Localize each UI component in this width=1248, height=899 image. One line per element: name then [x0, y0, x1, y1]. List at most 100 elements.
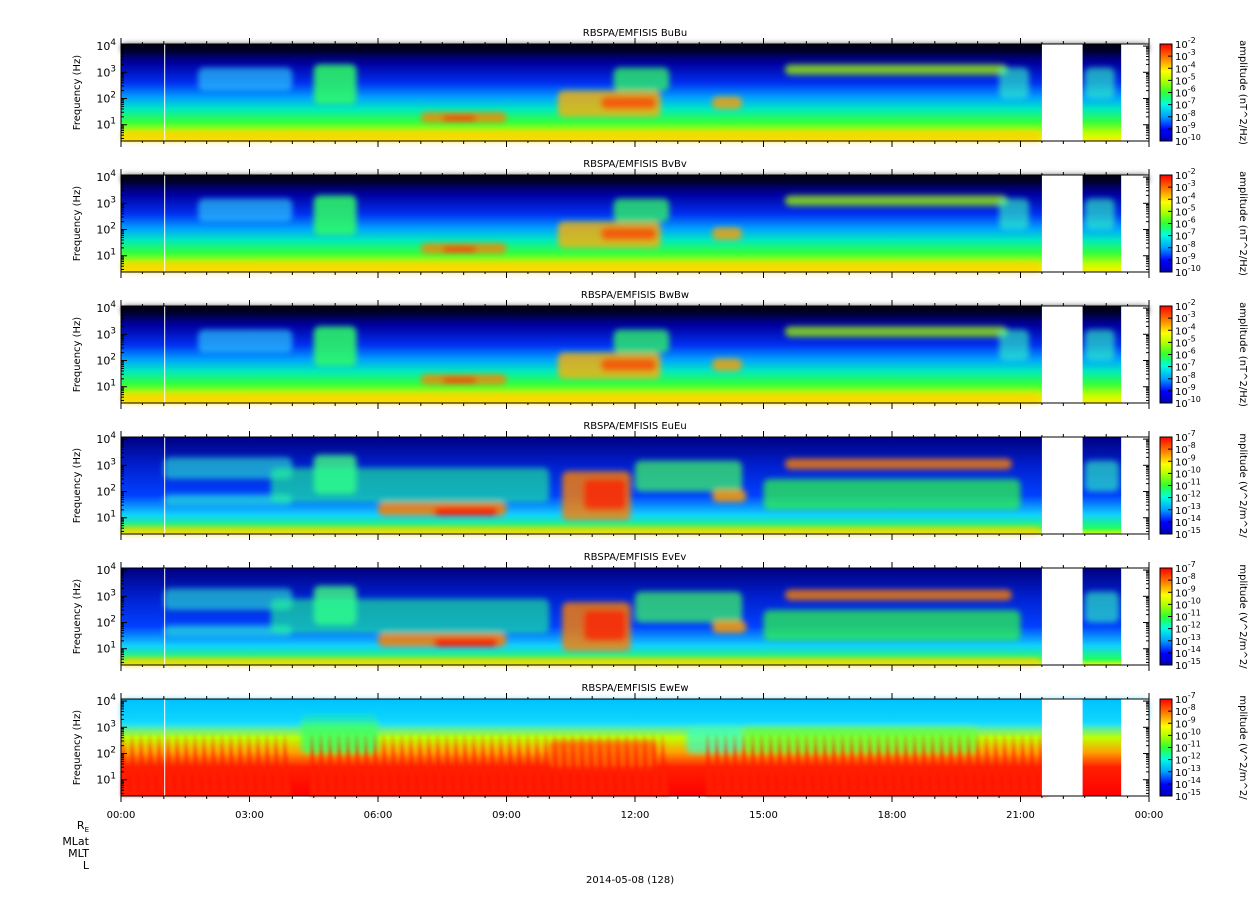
colorbar-tick-label: 10-14 [1175, 776, 1201, 791]
colorbar-tick-label: 10-4 [1175, 191, 1196, 206]
colorbar-tick-label: 10-8 [1175, 240, 1196, 255]
data-gap-1 [1041, 437, 1083, 534]
colorbar-tick-label: 10-14 [1175, 645, 1201, 660]
x-ticks [120, 431, 1150, 540]
data-gap-1 [1041, 44, 1083, 141]
y-tick-label: 101 [96, 772, 116, 787]
emission-feature [198, 329, 293, 353]
colorbar-tick-label: 10-13 [1175, 633, 1201, 648]
y-tick-label: 101 [96, 117, 116, 132]
y-tick-label: 104 [96, 562, 116, 577]
y-tick-label: 102 [96, 615, 116, 630]
y-axis: 101 102 103 104 Frequency (Hz) [72, 169, 1149, 270]
y-tick-label: 103 [96, 457, 116, 472]
colorbar-tick-label: 10-4 [1175, 322, 1196, 337]
y-axis-label: Frequency (Hz) [72, 55, 83, 131]
panel-title: RBSPA/EMFISIS EvEv [584, 552, 687, 563]
emission-feature [121, 306, 1149, 314]
spectrogram-image [121, 699, 1149, 796]
colorbar-tick-label: 10-7 [1175, 359, 1196, 374]
y-axis: 101 102 103 104 Frequency (Hz) [72, 431, 1149, 532]
x-tick-label: 00:00 [107, 810, 136, 821]
x-tick-label: 21:00 [1006, 810, 1035, 821]
colorbar-tick-label: 10-3 [1175, 48, 1196, 63]
emission-feature [121, 392, 1042, 403]
data-gap-2 [1121, 175, 1149, 272]
emission-feature [1084, 198, 1115, 230]
y-tick-label: 102 [96, 222, 116, 237]
y-tick-label: 103 [96, 326, 116, 341]
panel-title: RBSPA/EMFISIS EwEw [581, 683, 688, 694]
emission-feature [613, 198, 670, 222]
colorbar-tick-label: 10-13 [1175, 502, 1201, 517]
y-tick-label: 101 [96, 510, 116, 525]
colorbar: 10-710-810-910-1010-1110-1210-1310-1410-… [1159, 560, 1248, 672]
spectrogram-panel-3: RBSPA/EMFISIS BwBw 101 102 103 104 Frequency … [72, 290, 1248, 410]
emission-feature [433, 638, 498, 647]
y-axis-label: Frequency (Hz) [72, 710, 83, 786]
colorbar-tick-label: 10-5 [1175, 203, 1196, 218]
emission-feature [600, 358, 657, 371]
emission-feature [1084, 460, 1120, 492]
emission-feature [635, 591, 743, 623]
colorbar-label: amplitude (nT^2/Hz) [1237, 171, 1248, 276]
y-tick-label: 104 [96, 431, 116, 446]
emission-feature [433, 507, 498, 516]
emission-features [121, 699, 1149, 768]
y-tick-label: 102 [96, 353, 116, 368]
colorbar-tick-label: 10-6 [1175, 347, 1196, 362]
y-axis-label: Frequency (Hz) [72, 317, 83, 393]
colorbar-label: amplitude (nT^2/Hz) [1237, 40, 1248, 145]
date-label: 2014-05-08 (128) [586, 875, 675, 886]
panel-title: RBSPA/EMFISIS BuBu [583, 28, 687, 39]
data-gap-1 [1041, 699, 1083, 796]
colorbar-tick-label: 10-3 [1175, 179, 1196, 194]
emission-feature [121, 175, 1149, 183]
emission-feature [442, 115, 477, 121]
panel-title: RBSPA/EMFISIS EuEu [583, 421, 686, 432]
emission-feature [784, 589, 1012, 601]
spectrogram-image [121, 306, 1149, 403]
emission-feature [999, 67, 1030, 99]
colorbar: 10-710-810-910-1010-1110-1210-1310-1410-… [1159, 429, 1248, 541]
colorbar-tick-label: 10-3 [1175, 310, 1196, 325]
y-tick-label: 101 [96, 641, 116, 656]
emission-feature [163, 625, 293, 637]
emission-feature [635, 460, 743, 492]
y-tick-label: 102 [96, 746, 116, 761]
emission-feature [583, 479, 627, 510]
y-axis: 101 102 103 104 Frequency (Hz) [72, 300, 1149, 401]
colorbar-tick-label: 10-8 [1175, 441, 1196, 456]
colorbar-label: amplitude (nT^2/Hz) [1237, 302, 1248, 407]
y-tick-label: 101 [96, 248, 116, 263]
emission-feature [712, 358, 743, 371]
emission-feature [712, 96, 743, 109]
ephemeris-labels: RE MLat MLT L [29, 820, 89, 872]
y-axis-label: Frequency (Hz) [72, 579, 83, 655]
colorbar-tick-label: 10-10 [1175, 727, 1201, 742]
colorbar-label: mplitude (V^2/m^2/ [1237, 433, 1248, 538]
emission-features [121, 306, 1149, 403]
colorbar-tick-label: 10-7 [1175, 560, 1196, 575]
emission-feature [163, 588, 293, 611]
emission-feature [300, 714, 378, 754]
emission-feature [270, 467, 550, 502]
colorbar-tick-label: 10-6 [1175, 216, 1196, 231]
data-gap-1 [1041, 306, 1083, 403]
panel-title: RBSPA/EMFISIS BwBw [581, 290, 689, 301]
emission-feature [784, 195, 1008, 206]
colorbar-tick-label: 10-8 [1175, 703, 1196, 718]
colorbar-tick-label: 10-10 [1175, 465, 1201, 480]
emission-feature [999, 329, 1030, 361]
emission-feature [583, 610, 627, 641]
colorbar-tick-label: 10-12 [1175, 621, 1201, 636]
ephem-re-label: RE [76, 819, 89, 835]
colorbar-tick-label: 10-9 [1175, 715, 1196, 730]
x-ticks [120, 169, 1150, 278]
panel-title: RBSPA/EMFISIS BvBv [583, 159, 687, 170]
emission-feature [600, 96, 657, 109]
colorbar-tick-label: 10-14 [1175, 514, 1201, 529]
colorbar-tick-label: 10-10 [1175, 133, 1201, 148]
colorbar-tick-label: 10-2 [1175, 36, 1196, 51]
emission-feature [270, 598, 550, 633]
